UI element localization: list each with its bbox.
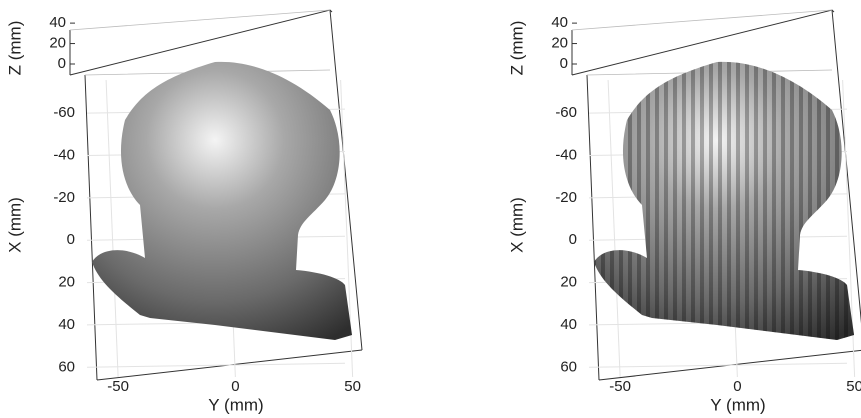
y-tick-label: -40	[53, 146, 75, 163]
y-tick-label: -60	[53, 104, 75, 121]
z-tick-label: 20	[49, 35, 66, 52]
panel: -60 -40 -20 0 20 40 60 -50 0 50 0 20 40 Y (mm) X (mm) Z…	[507, 10, 861, 414]
y-tick-label: 0	[569, 231, 577, 248]
surface-texture	[594, 62, 854, 340]
z-tick-label: 40	[49, 14, 66, 31]
grid-line	[106, 80, 118, 377]
y-axis-label: X (mm)	[507, 197, 526, 253]
y-tick-label: 60	[560, 358, 577, 375]
y-tick-label: -20	[555, 189, 577, 206]
z-tick-label: 20	[551, 35, 568, 52]
z-tick-label: 0	[58, 55, 66, 72]
y-tick-label: -20	[53, 189, 75, 206]
y-tick-label: 60	[58, 358, 75, 375]
y-tick-label: 20	[560, 274, 577, 291]
z-tick-label: 0	[560, 55, 568, 72]
page: -60 -40 -20 0 20 40 60 -50 0 50 0 20 40 Y (mm) X (mm) Z…	[0, 0, 861, 418]
surface	[92, 62, 352, 340]
x-tick-label: 50	[344, 378, 361, 395]
grid-line	[608, 80, 620, 377]
y-tick-label: 40	[560, 316, 577, 333]
y-tick-label: 20	[58, 274, 75, 291]
z-axis-label: Z (mm)	[5, 21, 24, 76]
y-axis-label: X (mm)	[5, 197, 24, 253]
y-tick-label: 0	[67, 231, 75, 248]
x-tick-label: 0	[733, 378, 741, 395]
y-tick-label: 40	[58, 316, 75, 333]
x-tick-label: -50	[107, 378, 129, 395]
x-tick-label: -50	[609, 378, 631, 395]
z-axis-label: Z (mm)	[507, 21, 526, 76]
figure: -60 -40 -20 0 20 40 60 -50 0 50 0 20 40 Y (mm) X (mm) Z…	[0, 0, 861, 418]
x-tick-label: 50	[846, 378, 861, 395]
x-axis-label: Y (mm)	[208, 395, 263, 414]
y-tick-label: -60	[555, 104, 577, 121]
panel: -60 -40 -20 0 20 40 60 -50 0 50 0 20 40 Y (mm) X (mm) Z…	[5, 10, 362, 414]
x-axis-label: Y (mm)	[710, 395, 765, 414]
y-tick-label: -40	[555, 146, 577, 163]
x-tick-label: 0	[231, 378, 239, 395]
z-tick-label: 40	[551, 14, 568, 31]
